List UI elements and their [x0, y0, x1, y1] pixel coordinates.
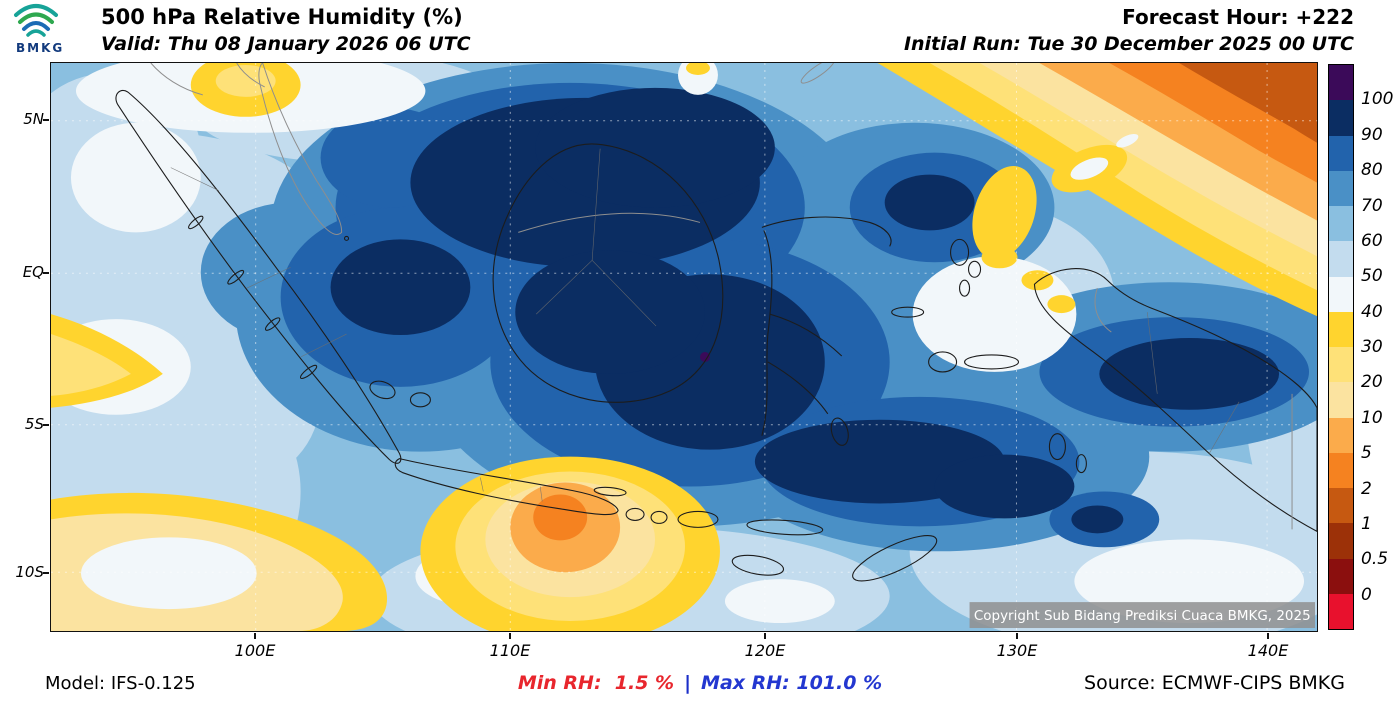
colorbar-segment [1329, 135, 1353, 171]
x-axis-tick [509, 633, 511, 639]
x-axis-tick [764, 633, 766, 639]
valid-time: Valid: Thu 08 January 2026 06 UTC [101, 33, 471, 55]
colorbar-segment [1329, 558, 1353, 594]
x-axis-label: 120E [744, 641, 786, 660]
indonesia-coastlines [115, 89, 1317, 582]
colorbar-segment [1329, 65, 1353, 101]
x-axis-label: 100E [234, 641, 276, 660]
colorbar-segment [1329, 452, 1353, 488]
colorbar-tick-label: 30 [1361, 337, 1383, 357]
y-axis-label: 10S [15, 563, 44, 581]
copyright-box [969, 602, 1316, 629]
x-axis-tick [1016, 633, 1018, 639]
colorbar-segment [1329, 488, 1353, 524]
x-axis-tick [254, 633, 256, 639]
bmkg-logo: BMKG [10, 1, 94, 55]
page-title: 500 hPa Relative Humidity (%) [101, 5, 463, 29]
colorbar-tick-label: 80 [1361, 160, 1383, 181]
colorbar-segment [1329, 347, 1353, 383]
colorbar-tick-label: 40 [1361, 301, 1383, 322]
y-axis-label: EQ [22, 263, 44, 281]
colorbar-tick-label: 60 [1361, 230, 1383, 251]
source-label: Source: ECMWF-CIPS BMKG [1084, 672, 1345, 694]
y-axis-label: 5N [23, 110, 44, 128]
colorbar-segment [1329, 241, 1353, 277]
copyright-overlay: Copyright Sub Bidang Prediksi Cuaca BMKG… [969, 602, 1316, 629]
colorbar-segment [1329, 417, 1353, 453]
gridlines [51, 63, 1317, 631]
colorbar [1328, 64, 1354, 630]
x-axis-tick [1267, 633, 1269, 639]
colorbar-tick-label: 1 [1361, 513, 1372, 534]
min-max-group: Min RH: 1.5 % | Max RH: 101.0 % [518, 672, 882, 694]
colorbar-segment [1329, 206, 1353, 242]
colorbar-segment [1329, 311, 1353, 347]
colorbar-labels: 100 90 80 70 60 50 40 30 20 10 5 2 1 0.5 0 [1361, 0, 1399, 709]
colorbar-tick-label: 20 [1361, 372, 1383, 393]
y-axis-tick [43, 572, 49, 574]
colorbar-tick-label: 5 [1361, 443, 1372, 464]
colorbar-segment [1329, 593, 1353, 629]
colorbar-segment [1329, 100, 1353, 136]
initial-run: Initial Run: Tue 30 December 2025 00 UTC [903, 33, 1354, 55]
colorbar-segment [1329, 523, 1353, 559]
foreign-coastlines [150, 63, 1293, 530]
max-rh: Max RH: 101.0 % [701, 672, 883, 694]
colorbar-segment [1329, 170, 1353, 206]
x-axis-label: 110E [489, 641, 531, 660]
colorbar-tick-label: 50 [1361, 266, 1383, 287]
coastlines [115, 63, 1317, 582]
bmkg-logo-text: BMKG [16, 41, 65, 55]
map-frame: Copyright Sub Bidang Prediksi Cuaca BMKG… [50, 62, 1318, 632]
colorbar-tick-label: 100 [1361, 89, 1394, 110]
province-boundaries [170, 148, 1240, 502]
colorbar-tick-label: 90 [1361, 124, 1383, 145]
model-label: Model: IFS-0.125 [45, 673, 196, 694]
colorbar-tick-label: 10 [1361, 407, 1383, 428]
colorbar-tick-label: 70 [1361, 195, 1383, 216]
colorbar-tick-label: 0.5 [1361, 549, 1389, 570]
y-axis-tick [43, 424, 49, 426]
colorbar-segment [1329, 276, 1353, 312]
colorbar-tick-label: 0 [1361, 584, 1372, 605]
y-axis-tick [43, 272, 49, 274]
copyright-text: Copyright Sub Bidang Prediksi Cuaca BMKG… [974, 609, 1311, 624]
min-rh: Min RH: 1.5 % [517, 672, 675, 694]
rh-field [51, 63, 1317, 631]
x-axis-label: 130E [996, 641, 1038, 660]
bmkg-logo-icon [14, 4, 58, 37]
y-axis-tick [43, 119, 49, 121]
y-axis-label: 5S [24, 415, 44, 433]
min-max-separator: | [684, 672, 692, 694]
x-axis-label: 140E [1247, 641, 1289, 660]
forecast-hour: Forecast Hour: +222 [1122, 5, 1354, 29]
colorbar-segment [1329, 382, 1353, 418]
rh-map: Copyright Sub Bidang Prediksi Cuaca BMKG… [51, 63, 1317, 631]
colorbar-tick-label: 2 [1361, 478, 1372, 499]
